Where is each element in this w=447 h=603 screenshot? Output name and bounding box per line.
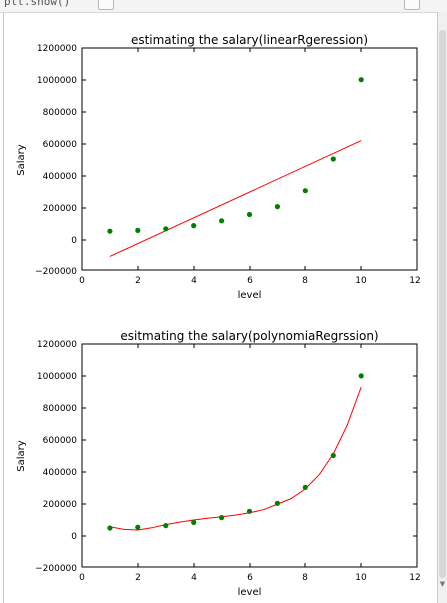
- y-tick-label: 1200000: [37, 340, 77, 350]
- x-tick-label: 4: [191, 276, 197, 286]
- chart-linear: estimating the salary(linearRgeression) …: [16, 33, 421, 301]
- y-tick-label: −200000: [35, 267, 77, 277]
- chart-series: [107, 77, 364, 257]
- plot-frame: [81, 47, 418, 271]
- data-point: [330, 452, 336, 459]
- cell-toolbar-button[interactable]: [98, 0, 114, 10]
- scrollbar-thumb[interactable]: [439, 30, 446, 578]
- x-tick-label: 8: [302, 573, 308, 583]
- data-point: [135, 524, 141, 530]
- x-tick-label: 0: [79, 276, 85, 286]
- x-tick-label: 10: [355, 276, 367, 286]
- x-tick-label: 4: [191, 573, 197, 583]
- data-point: [163, 523, 169, 529]
- x-tick-label: 8: [302, 276, 308, 286]
- code-cell-strip: plt.show(): [0, 0, 447, 13]
- y-tick-label: 800000: [43, 108, 78, 118]
- y-tick-label: 1200000: [37, 44, 77, 54]
- y-tick-label: 1000000: [37, 76, 77, 86]
- x-tick-label: 10: [355, 573, 367, 583]
- x-axis-label: level: [238, 290, 262, 301]
- data-point: [302, 188, 308, 194]
- regression-line: [109, 386, 362, 531]
- y-tick-label: 1000000: [37, 372, 77, 382]
- y-tick-label: 200000: [43, 500, 78, 510]
- chart-title: esitmating the salary(polynomiaRegrssion…: [120, 329, 378, 343]
- chart-polynomial: esitmating the salary(polynomiaRegrssion…: [16, 329, 421, 598]
- y-tick-label: 0: [71, 532, 77, 542]
- chart-title: estimating the salary(linearRgeression): [131, 33, 368, 47]
- data-point: [246, 508, 253, 514]
- y-tick-label: 400000: [43, 172, 78, 182]
- y-tick-label: 400000: [43, 468, 78, 478]
- y-tick-label: 600000: [43, 140, 78, 150]
- data-point: [219, 515, 225, 521]
- gridlines: [82, 47, 417, 270]
- regression-line: [109, 140, 362, 257]
- data-point: [219, 218, 225, 224]
- x-tick-label: 6: [247, 573, 253, 583]
- data-point: [358, 373, 364, 379]
- data-point: [358, 77, 364, 83]
- gridlines: [82, 343, 417, 567]
- data-point: [274, 204, 280, 210]
- x-tick-label: 6: [247, 276, 253, 286]
- y-axis-label: Salary: [16, 440, 27, 471]
- data-point: [246, 211, 253, 218]
- y-tick-label: 800000: [43, 404, 78, 414]
- y-tick-label: 600000: [43, 436, 78, 446]
- data-point: [163, 226, 169, 232]
- cell-toolbar-button[interactable]: [404, 0, 420, 10]
- data-point: [330, 156, 336, 162]
- scroll-down-arrow-icon[interactable]: ▼: [439, 580, 446, 588]
- data-point: [107, 228, 113, 234]
- x-tick-label: 2: [135, 276, 141, 286]
- x-tick-label: 2: [135, 573, 141, 583]
- plot-frame: [81, 343, 418, 568]
- y-tick-label: 0: [71, 236, 77, 246]
- y-tick-label: −200000: [35, 564, 77, 574]
- x-axis-label: level: [238, 587, 262, 598]
- data-point: [302, 484, 308, 490]
- x-tick-label: 0: [79, 573, 85, 583]
- data-point: [135, 227, 141, 233]
- code-fragment: plt.show(): [4, 0, 71, 8]
- x-tick-label: 12: [409, 573, 420, 583]
- x-tick-label: 12: [409, 276, 420, 286]
- output-border: [437, 12, 438, 603]
- y-tick-label: 200000: [43, 204, 78, 214]
- data-point: [274, 500, 280, 506]
- data-point: [191, 519, 197, 526]
- chart-series: [107, 373, 364, 531]
- data-point: [107, 525, 113, 531]
- y-axis-label: Salary: [16, 144, 27, 175]
- output-border: [3, 12, 4, 603]
- data-point: [191, 223, 197, 229]
